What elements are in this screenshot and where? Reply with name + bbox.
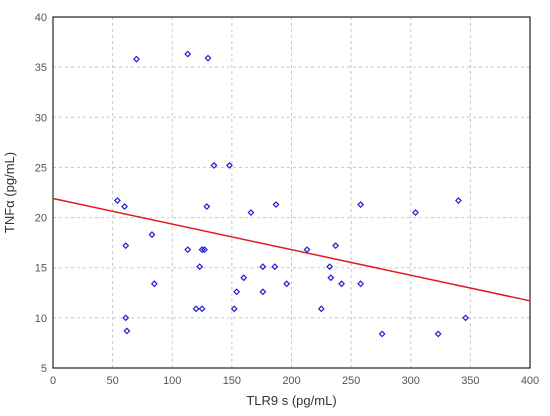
data-point (259, 263, 267, 271)
y-tick-label: 15 (35, 263, 47, 275)
data-point (272, 201, 280, 208)
data-point (198, 305, 206, 313)
x-tick-label: 300 (402, 375, 420, 387)
x-axis-ticks: 0 50 100 150 200 250 300 350 400 (50, 375, 539, 387)
plot-area (52, 16, 531, 369)
data-point (123, 327, 131, 335)
data-point (317, 305, 325, 313)
data-point (122, 242, 130, 250)
data-point (133, 55, 140, 63)
y-tick-label: 25 (35, 162, 47, 174)
data-point (200, 246, 208, 254)
x-tick-label: 250 (342, 375, 360, 387)
data-point (247, 209, 255, 217)
data-point (121, 203, 128, 210)
data-point (338, 280, 346, 288)
data-point (303, 246, 311, 254)
data-point (271, 263, 279, 271)
data-point (378, 330, 386, 338)
data-point (113, 197, 121, 204)
data-point (203, 203, 211, 210)
trend-line (52, 197, 531, 302)
data-point (148, 231, 156, 239)
x-tick-label: 150 (223, 375, 241, 387)
y-tick-label: 20 (35, 213, 47, 225)
data-point (462, 314, 470, 322)
data-point (259, 288, 267, 296)
data-point (204, 54, 212, 62)
y-tick-label: 35 (35, 62, 47, 74)
data-point (230, 305, 238, 313)
x-tick-label: 400 (521, 375, 539, 387)
data-point (184, 50, 192, 58)
data-point (192, 305, 200, 313)
data-point (327, 274, 335, 282)
data-point (455, 197, 462, 204)
data-point (233, 288, 241, 296)
y-tick-label: 40 (35, 12, 47, 24)
x-tick-label: 0 (50, 375, 56, 387)
data-point (226, 161, 233, 169)
data-point (198, 246, 206, 254)
data-point (412, 209, 419, 217)
data-point (283, 280, 291, 288)
x-axis-title: TLR9 s (pg/mL) (246, 393, 336, 408)
grid-lines (53, 17, 530, 368)
y-tick-label: 10 (35, 313, 47, 325)
y-tick-label: 30 (35, 112, 47, 124)
data-point (122, 314, 130, 322)
data-point (196, 263, 204, 271)
data-point (332, 242, 340, 250)
x-tick-label: 100 (163, 375, 181, 387)
data-point (210, 161, 218, 169)
y-tick-label: 5 (41, 363, 47, 375)
y-axis-title: TNFα (pg/mL) (2, 152, 17, 233)
data-points (113, 50, 470, 338)
data-point (434, 330, 442, 338)
data-point (150, 280, 158, 288)
x-tick-label: 350 (461, 375, 479, 387)
data-point (326, 263, 334, 271)
data-point (240, 274, 248, 282)
y-axis-ticks: 5 10 15 20 25 30 35 40 (35, 12, 47, 375)
data-point (357, 280, 365, 288)
data-point (184, 246, 192, 254)
x-tick-label: 50 (107, 375, 119, 387)
data-point (357, 201, 365, 208)
x-tick-label: 200 (282, 375, 300, 387)
